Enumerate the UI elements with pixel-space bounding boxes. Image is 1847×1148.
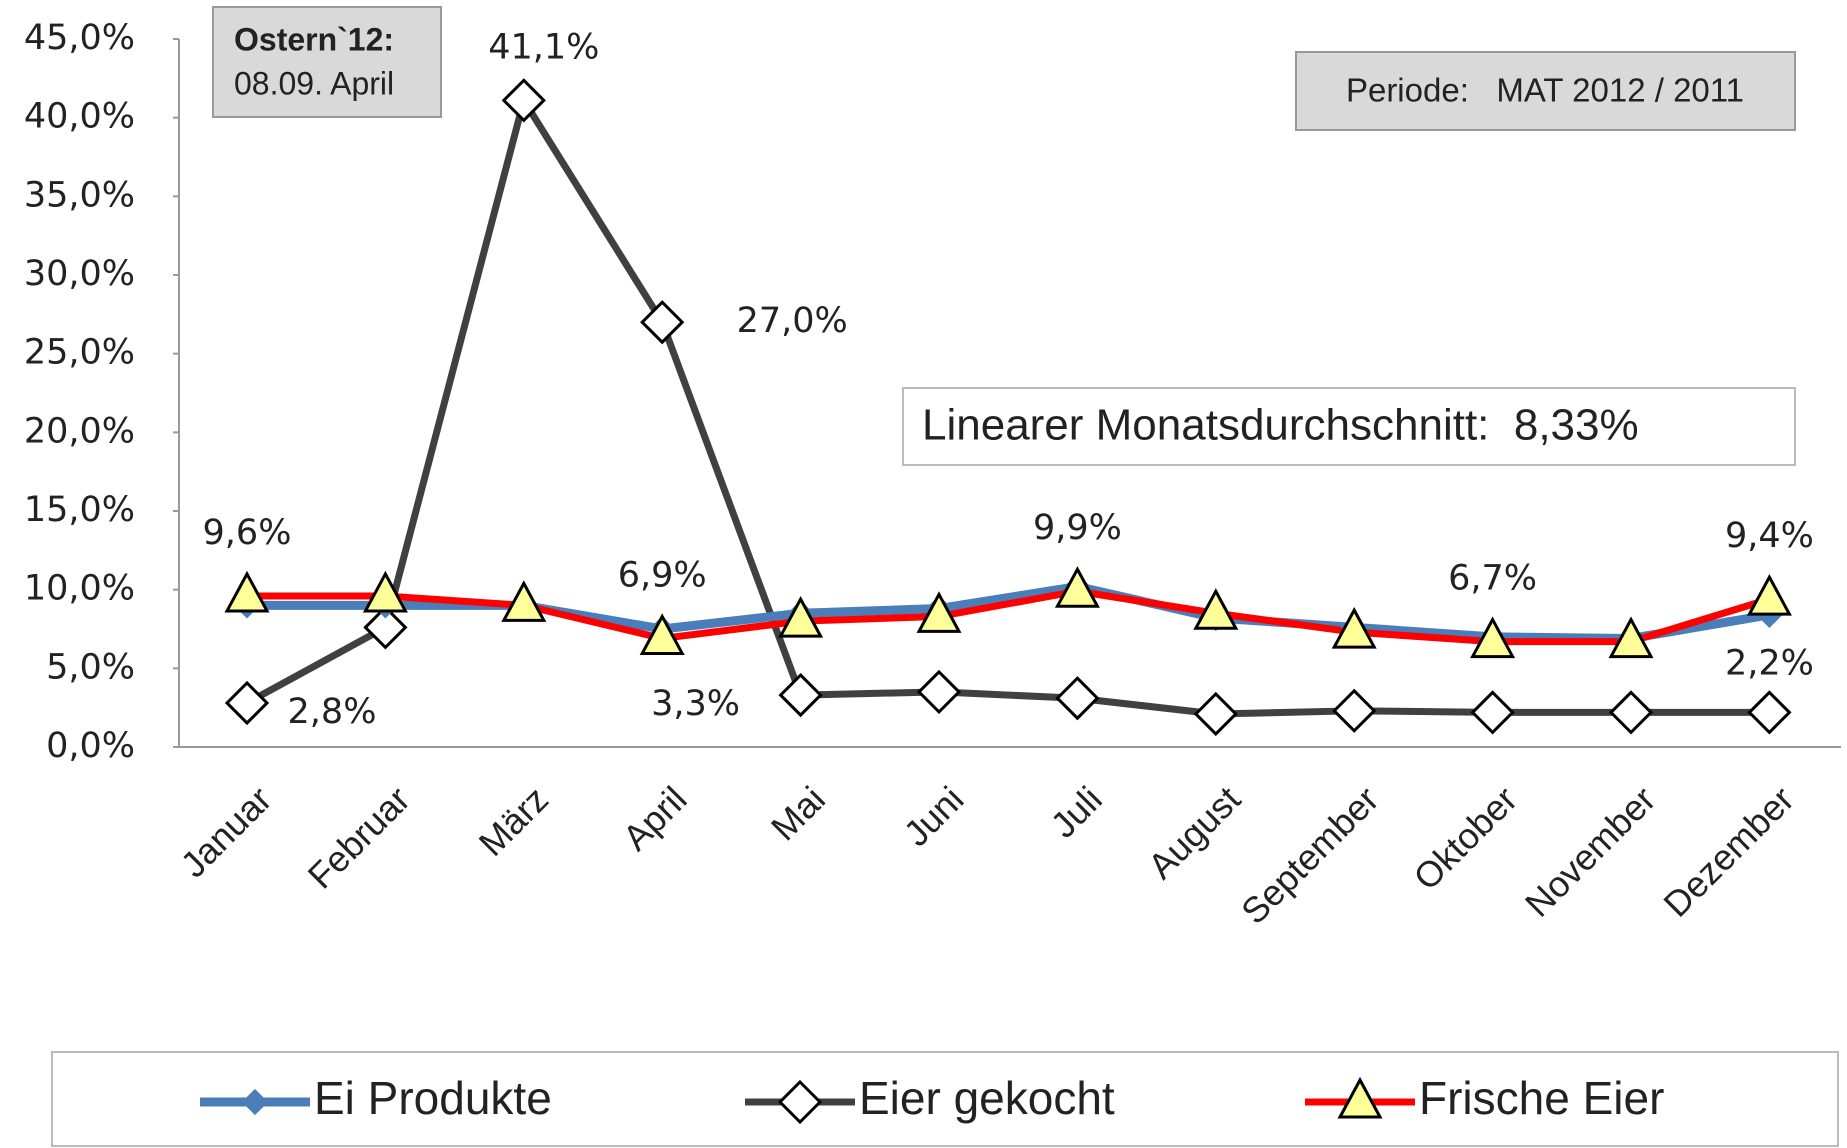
- marker: [1331, 606, 1377, 649]
- y-tick-label: 30,0%: [24, 254, 135, 294]
- legend-label: Ei Produkte: [314, 1072, 552, 1124]
- average-box: [902, 387, 1796, 466]
- marker: [1332, 688, 1377, 733]
- marker: [916, 591, 962, 633]
- marker: [1193, 691, 1238, 737]
- legend-label: Frische Eier: [1419, 1072, 1664, 1124]
- marker: [1608, 690, 1654, 735]
- series-line: [247, 587, 1771, 646]
- period: Periode: MAT 2012 / 2011: [1346, 72, 1744, 109]
- marker: [1747, 690, 1792, 735]
- marker: [1746, 573, 1792, 616]
- y-tick-label: 10,0%: [24, 569, 135, 609]
- marker: [1055, 676, 1100, 721]
- series-line: [247, 582, 1771, 643]
- data-label: 9,9%: [1033, 508, 1122, 548]
- series-line: [245, 96, 1770, 718]
- marker: [1470, 616, 1516, 659]
- legend-marker: [777, 1079, 823, 1125]
- marker: [916, 669, 962, 715]
- x-tick-label: Januar: [173, 778, 280, 885]
- data-label: 6,7%: [1448, 559, 1537, 599]
- legend-marker: [241, 1088, 269, 1116]
- marker: [639, 613, 685, 655]
- period-box: [1295, 51, 1796, 131]
- y-tick-label: 35,0%: [24, 175, 135, 215]
- data-label: 9,6%: [203, 513, 292, 553]
- data-label: 9,4%: [1725, 516, 1814, 556]
- marker: [1193, 588, 1239, 630]
- y-tick-label: 15,0%: [24, 490, 135, 530]
- marker: [363, 605, 408, 650]
- marker: [501, 580, 547, 622]
- easter-box: [212, 6, 442, 118]
- marker: [640, 300, 685, 345]
- x-tick-label: Juni: [896, 778, 972, 854]
- y-tick-label: 45,0%: [24, 18, 135, 58]
- marker: [224, 570, 270, 613]
- easter-title: Ostern`12:: [234, 21, 394, 57]
- data-label: 3,3%: [651, 684, 740, 724]
- legend-label: Eier gekocht: [859, 1072, 1115, 1124]
- marker: [1470, 690, 1515, 735]
- x-tick-label: August: [1140, 778, 1248, 886]
- easter-date: 08.09. April: [234, 65, 394, 101]
- legend-marker: [1337, 1076, 1383, 1119]
- data-label: 6,9%: [618, 555, 707, 595]
- marker: [778, 672, 823, 718]
- y-tick-label: 40,0%: [24, 97, 135, 137]
- x-tick-label: Juli: [1043, 778, 1110, 845]
- marker: [362, 570, 408, 613]
- data-label: 2,8%: [288, 692, 377, 732]
- data-label: 27,0%: [737, 301, 848, 341]
- x-tick-label: September: [1233, 778, 1387, 932]
- y-tick-label: 25,0%: [24, 333, 135, 373]
- marker: [1608, 616, 1654, 659]
- x-tick-label: März: [471, 778, 557, 864]
- x-tick-label: November: [1517, 778, 1663, 924]
- legend: [51, 1051, 1839, 1147]
- x-tick-label: Dezember: [1655, 778, 1801, 924]
- average: Linearer Monatsdurchschnitt: 8,33%: [922, 401, 1639, 450]
- y-tick-label: 0,0%: [46, 726, 135, 766]
- x-tick-label: Oktober: [1405, 778, 1525, 898]
- x-tick-label: Mai: [763, 778, 833, 848]
- x-tick-label: April: [615, 778, 695, 858]
- marker: [501, 78, 546, 123]
- data-label: 41,1%: [488, 27, 599, 67]
- marker: [778, 595, 824, 638]
- data-label: 2,2%: [1725, 643, 1814, 683]
- marker: [224, 680, 270, 726]
- x-tick-label: Februar: [300, 778, 418, 896]
- marker: [1054, 566, 1100, 608]
- y-tick-label: 20,0%: [24, 411, 135, 451]
- y-tick-label: 5,0%: [46, 647, 135, 687]
